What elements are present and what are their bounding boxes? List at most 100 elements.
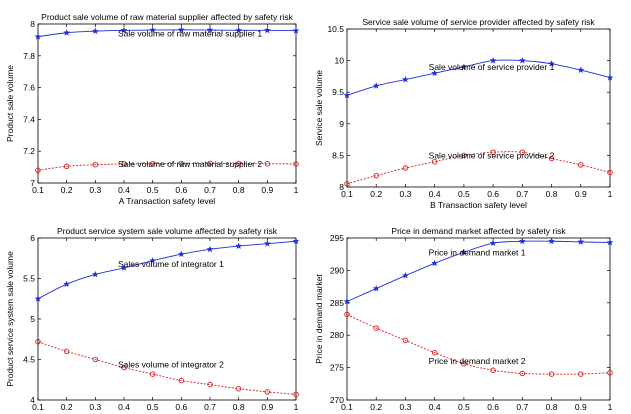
y-axis-label: Service sale volume [314,70,324,146]
data-point-circle [235,160,242,167]
data-point-circle [578,162,584,168]
data-point-star [263,240,271,247]
x-tick-label: 0.4 [429,402,441,412]
data-point-star [177,250,185,258]
x-axis-label: A Transaction safety level [119,196,215,206]
data-point-star [518,56,526,64]
series-line [346,240,611,302]
x-tick-label: 0.3 [89,402,101,412]
x-tick-label: 0.6 [175,185,187,195]
data-point-circle [293,391,299,398]
data-point-star [343,91,351,99]
data-point-circle [548,155,555,162]
data-point-star [401,271,409,279]
x-tick-label: 0.4 [429,189,441,199]
x-tick-label: 0.1 [32,402,44,412]
y-tick-label: 10 [335,56,345,66]
chart-panel-2: 0.1 0.2 0.3 0.4 0.5 0.6 0.7 0.8 0.9 1 8 8.5 9 9.5 10 10… [314,17,614,210]
data-point-circle [92,356,99,363]
series-label: Sale volume of service provider 2 [429,150,555,160]
x-tick-label: 0.8 [233,402,245,412]
data-point-star [431,69,439,77]
x-tick-label: 0.2 [61,402,73,412]
data-point-star [206,245,214,253]
data-point-circle [178,160,185,167]
series-line [346,314,611,375]
x-tick-label: 0.3 [89,185,101,195]
y-tick-label: 10.5 [327,24,344,34]
data-point-circle [461,360,467,367]
series-line [37,162,297,171]
data-point-star [431,259,439,267]
data-point-circle [607,169,613,176]
series-line [37,240,297,300]
data-point-star [235,242,243,250]
series-1: Sale volume of service provider 1 [343,56,614,99]
data-point-circle [373,325,379,331]
chart-panel-1: 0.1 0.2 0.3 0.4 0.5 0.6 0.7 0.8 0.9 1 7 7.2 7.4 7.6 7.… [5,12,300,206]
data-point-star [460,63,468,70]
data-point-star [292,237,300,245]
series-label: Sales volume of integrator 2 [118,359,224,369]
series-label: Sale volume of service provider 1 [429,62,555,72]
data-point-circle [235,385,242,392]
data-point-circle [293,161,299,167]
y-tick-label: 7.6 [23,83,35,93]
data-point-star [120,26,128,34]
data-point-circle [121,161,127,167]
data-point-star [34,33,42,40]
x-tick-label: 0.1 [32,185,44,195]
data-point-circle [264,161,271,167]
data-point-star [548,60,556,67]
x-tick-label: 0.5 [458,189,470,199]
series-line [346,59,611,96]
x-tick-label: 0.6 [175,402,187,412]
y-tick-label: 285 [330,298,344,308]
data-point-circle [121,364,127,371]
data-point-circle [519,149,526,155]
y-tick-label: 4 [30,395,35,405]
x-tick-label: 0.1 [341,402,353,412]
y-tick-label: 7.2 [23,146,35,156]
data-point-circle [402,165,409,171]
data-point-circle [207,160,213,167]
series-2: Sales volume of integrator 2 [35,338,299,398]
x-tick-label: 0.4 [118,402,130,412]
data-point-circle [207,381,213,388]
x-tick-label: 0.4 [118,185,130,195]
data-point-star [206,26,214,33]
y-tick-label: 275 [330,363,344,373]
data-point-star [149,26,157,33]
y-tick-label: 8.5 [332,150,344,160]
series-1: Sales volume of integrator 1 [34,237,300,302]
data-point-circle [431,349,438,356]
y-tick-label: 290 [330,265,344,275]
chart-panel-4: 0.1 0.2 0.3 0.4 0.5 0.6 0.7 0.8 0.9 1 270 275 280 285… [314,226,614,414]
y-tick-label: 270 [330,395,344,405]
x-tick-label: 0.8 [233,185,245,195]
x-tick-label: 1 [608,402,613,412]
data-point-circle [490,149,496,155]
series-line [37,341,297,395]
series-1: Price in demand market 1 [343,237,614,305]
series-2: Sale volume of raw material supplier 2 [35,159,299,174]
data-point-star [34,295,42,302]
x-tick-label: 0.2 [370,402,382,412]
data-point-circle [63,348,70,355]
x-tick-label: 0.6 [487,189,499,199]
x-tick-label: 0.7 [204,402,216,412]
data-point-star [91,27,99,35]
plot-frame [37,23,297,184]
data-point-star [63,280,71,288]
data-point-star [263,26,271,34]
x-tick-label: 1 [608,189,613,199]
series-line [37,29,297,38]
series-label: Sales volume of integrator 1 [118,259,224,269]
chart-title: Product sale volume of raw material supp… [41,12,293,22]
chart-title: Price in demand market affected by safet… [391,226,566,236]
data-point-star [120,264,128,271]
data-point-circle [431,158,438,165]
chart-panel-3: 0.1 0.2 0.3 0.4 0.5 0.6 0.7 0.8 0.9 1 4 4.5 5 5.5 6 Pro… [5,226,300,414]
data-point-circle [92,161,99,168]
y-tick-label: 5 [30,314,35,324]
